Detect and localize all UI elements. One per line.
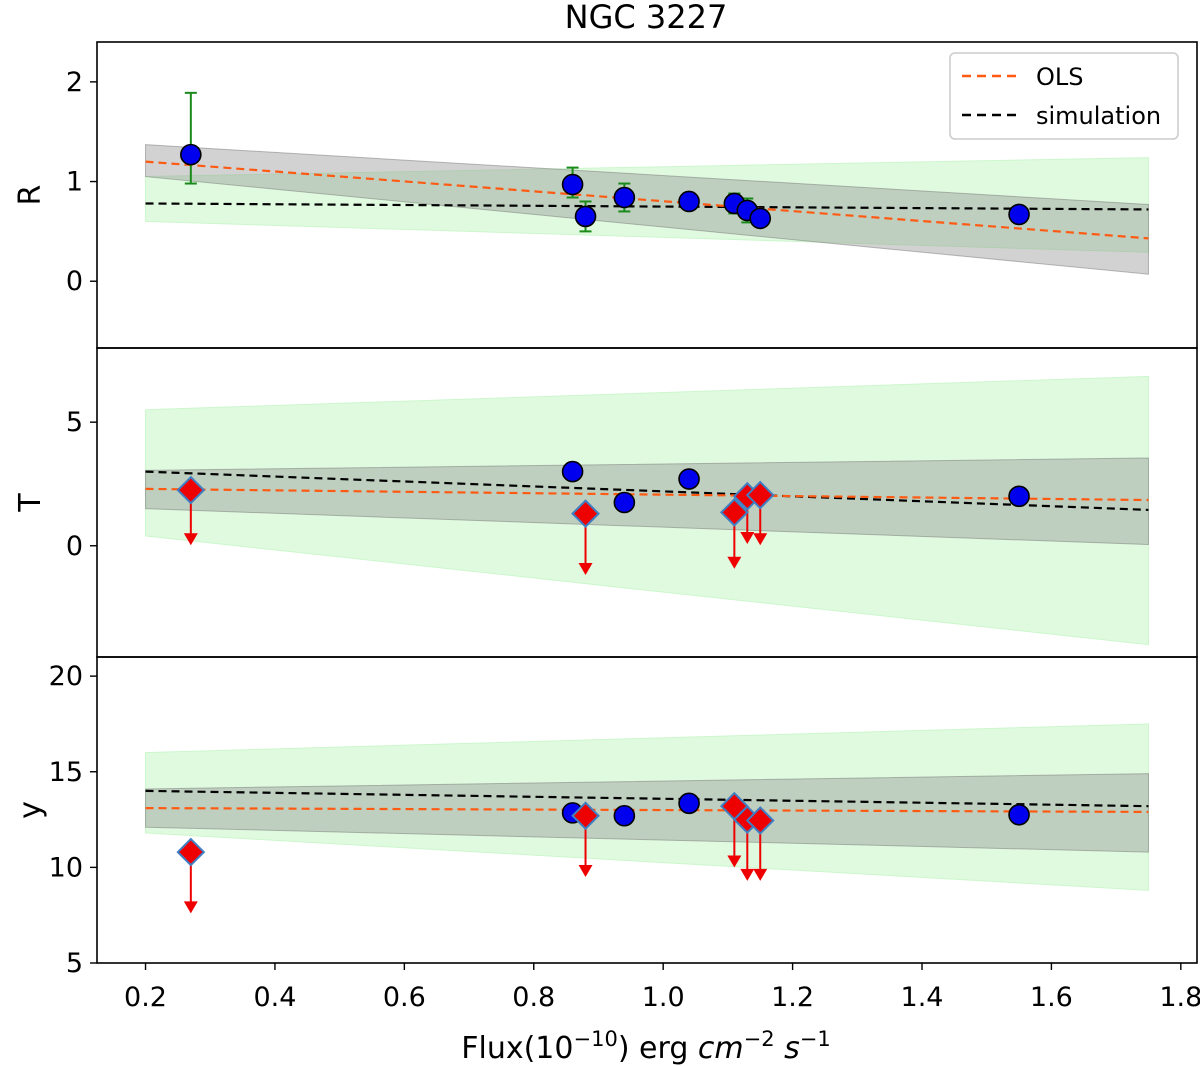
legend-box	[949, 52, 1179, 140]
upper-limit-arrowhead	[183, 533, 198, 546]
y-axis-label: T	[13, 493, 48, 513]
panel-frame	[96, 656, 1198, 964]
x-tick-label: 0.4	[253, 982, 296, 1013]
y-tick-label: 2	[66, 67, 83, 98]
detection-point	[1008, 485, 1030, 508]
detection-point	[749, 207, 772, 230]
panel-T: 0 5 T	[13, 347, 1198, 658]
x-axis-label-s: s	[784, 1031, 800, 1066]
y-tick-label: 10	[49, 852, 83, 883]
upper-limit-arrowhead	[740, 868, 755, 881]
upper-limit-marker	[745, 806, 775, 835]
y-tick-label: 0	[66, 266, 83, 297]
ols-line	[145, 160, 1149, 240]
x-axis-label-main: Flux(10	[461, 1031, 573, 1066]
detection-point	[1008, 203, 1030, 226]
simulation-line	[145, 789, 1149, 808]
x-axis-label-cm-exp: −2	[744, 1027, 775, 1051]
detection-point	[561, 460, 584, 483]
ols-line	[145, 806, 1149, 814]
chart-title: NGC 3227	[565, 0, 728, 36]
x-axis-label-mid: ) erg	[618, 1031, 698, 1066]
upper-limit-arrowhead	[740, 532, 755, 545]
upper-limit-arrowhead	[578, 865, 593, 878]
x-tick-label: 1.6	[1030, 982, 1073, 1013]
upper-limit-marker	[745, 480, 775, 510]
x-axis-label-space	[775, 1031, 785, 1066]
x-axis-label-exp: −10	[573, 1027, 617, 1051]
x-tick-label: 1.4	[901, 982, 944, 1013]
detection-point	[678, 792, 700, 815]
gray-confidence-band	[145, 457, 1149, 546]
y-axis-label: R	[13, 185, 48, 206]
x-tick-label: 0.8	[512, 982, 555, 1013]
detection-point	[678, 468, 700, 490]
ols-line	[145, 487, 1149, 502]
upper-limit-marker	[719, 497, 749, 527]
panel-content	[145, 91, 1149, 275]
y-tick-label: 5	[66, 407, 83, 438]
y-tick-label: 20	[49, 661, 83, 692]
detection-point	[1008, 803, 1030, 826]
panel-content	[145, 723, 1149, 914]
upper-limit-marker	[176, 475, 206, 505]
y-axis-label: y	[13, 801, 48, 819]
upper-limit-arrowhead	[727, 556, 742, 569]
x-tick-label: 0.6	[383, 982, 426, 1013]
y-tick-label: 1	[66, 167, 83, 198]
y-tick-label: 5	[66, 948, 83, 979]
x-axis-label-cm: cm	[698, 1031, 744, 1066]
detection-point	[613, 804, 636, 827]
simulation-line	[145, 470, 1149, 512]
upper-limit-marker	[571, 499, 600, 529]
upper-limit-arrowhead	[578, 562, 593, 575]
x-tick-label: 1.2	[771, 982, 814, 1013]
panel-content	[145, 375, 1149, 646]
upper-limit-arrowhead	[753, 533, 768, 546]
x-axis-label-s-exp: −1	[800, 1027, 831, 1051]
upper-limit-marker	[176, 837, 206, 867]
legend-label-simulation: simulation	[1036, 102, 1161, 130]
x-tick-label: 1.0	[642, 982, 685, 1013]
detection-point	[613, 186, 636, 209]
x-tick-label: 1.8	[1159, 982, 1200, 1013]
simulation-line	[145, 202, 1149, 211]
upper-limit-arrowhead	[727, 855, 742, 868]
panel-R: 0 1 2 R	[13, 41, 1198, 349]
upper-limit-marker	[571, 801, 600, 831]
plot-area: 0 1 2 R 0 5 T 5 10 15 20 y	[13, 41, 1198, 979]
gray-confidence-band	[145, 773, 1149, 853]
upper-limit-arrowhead	[753, 868, 768, 881]
detection-point	[574, 205, 597, 228]
detection-point	[561, 173, 584, 196]
x-axis-label: Flux(10−10) erg cm−2 s−1	[461, 1027, 831, 1066]
y-tick-label: 0	[66, 531, 83, 562]
y-tick-label: 15	[49, 757, 83, 788]
gray-confidence-band	[145, 144, 1149, 275]
panel-y: 5 10 15 20 y	[13, 656, 1198, 979]
detection-point	[613, 491, 636, 514]
detection-point	[678, 190, 700, 213]
legend-label-ols: OLS	[1036, 63, 1084, 91]
upper-limit-arrowhead	[183, 901, 198, 914]
legend: OLS simulation	[949, 52, 1179, 140]
x-tick-label: 0.2	[124, 982, 167, 1013]
x-tick-labels: 0.2 0.4 0.6 0.8 1.0 1.2 1.4 1.6 1.8	[124, 982, 1200, 1013]
detection-point	[180, 143, 202, 166]
